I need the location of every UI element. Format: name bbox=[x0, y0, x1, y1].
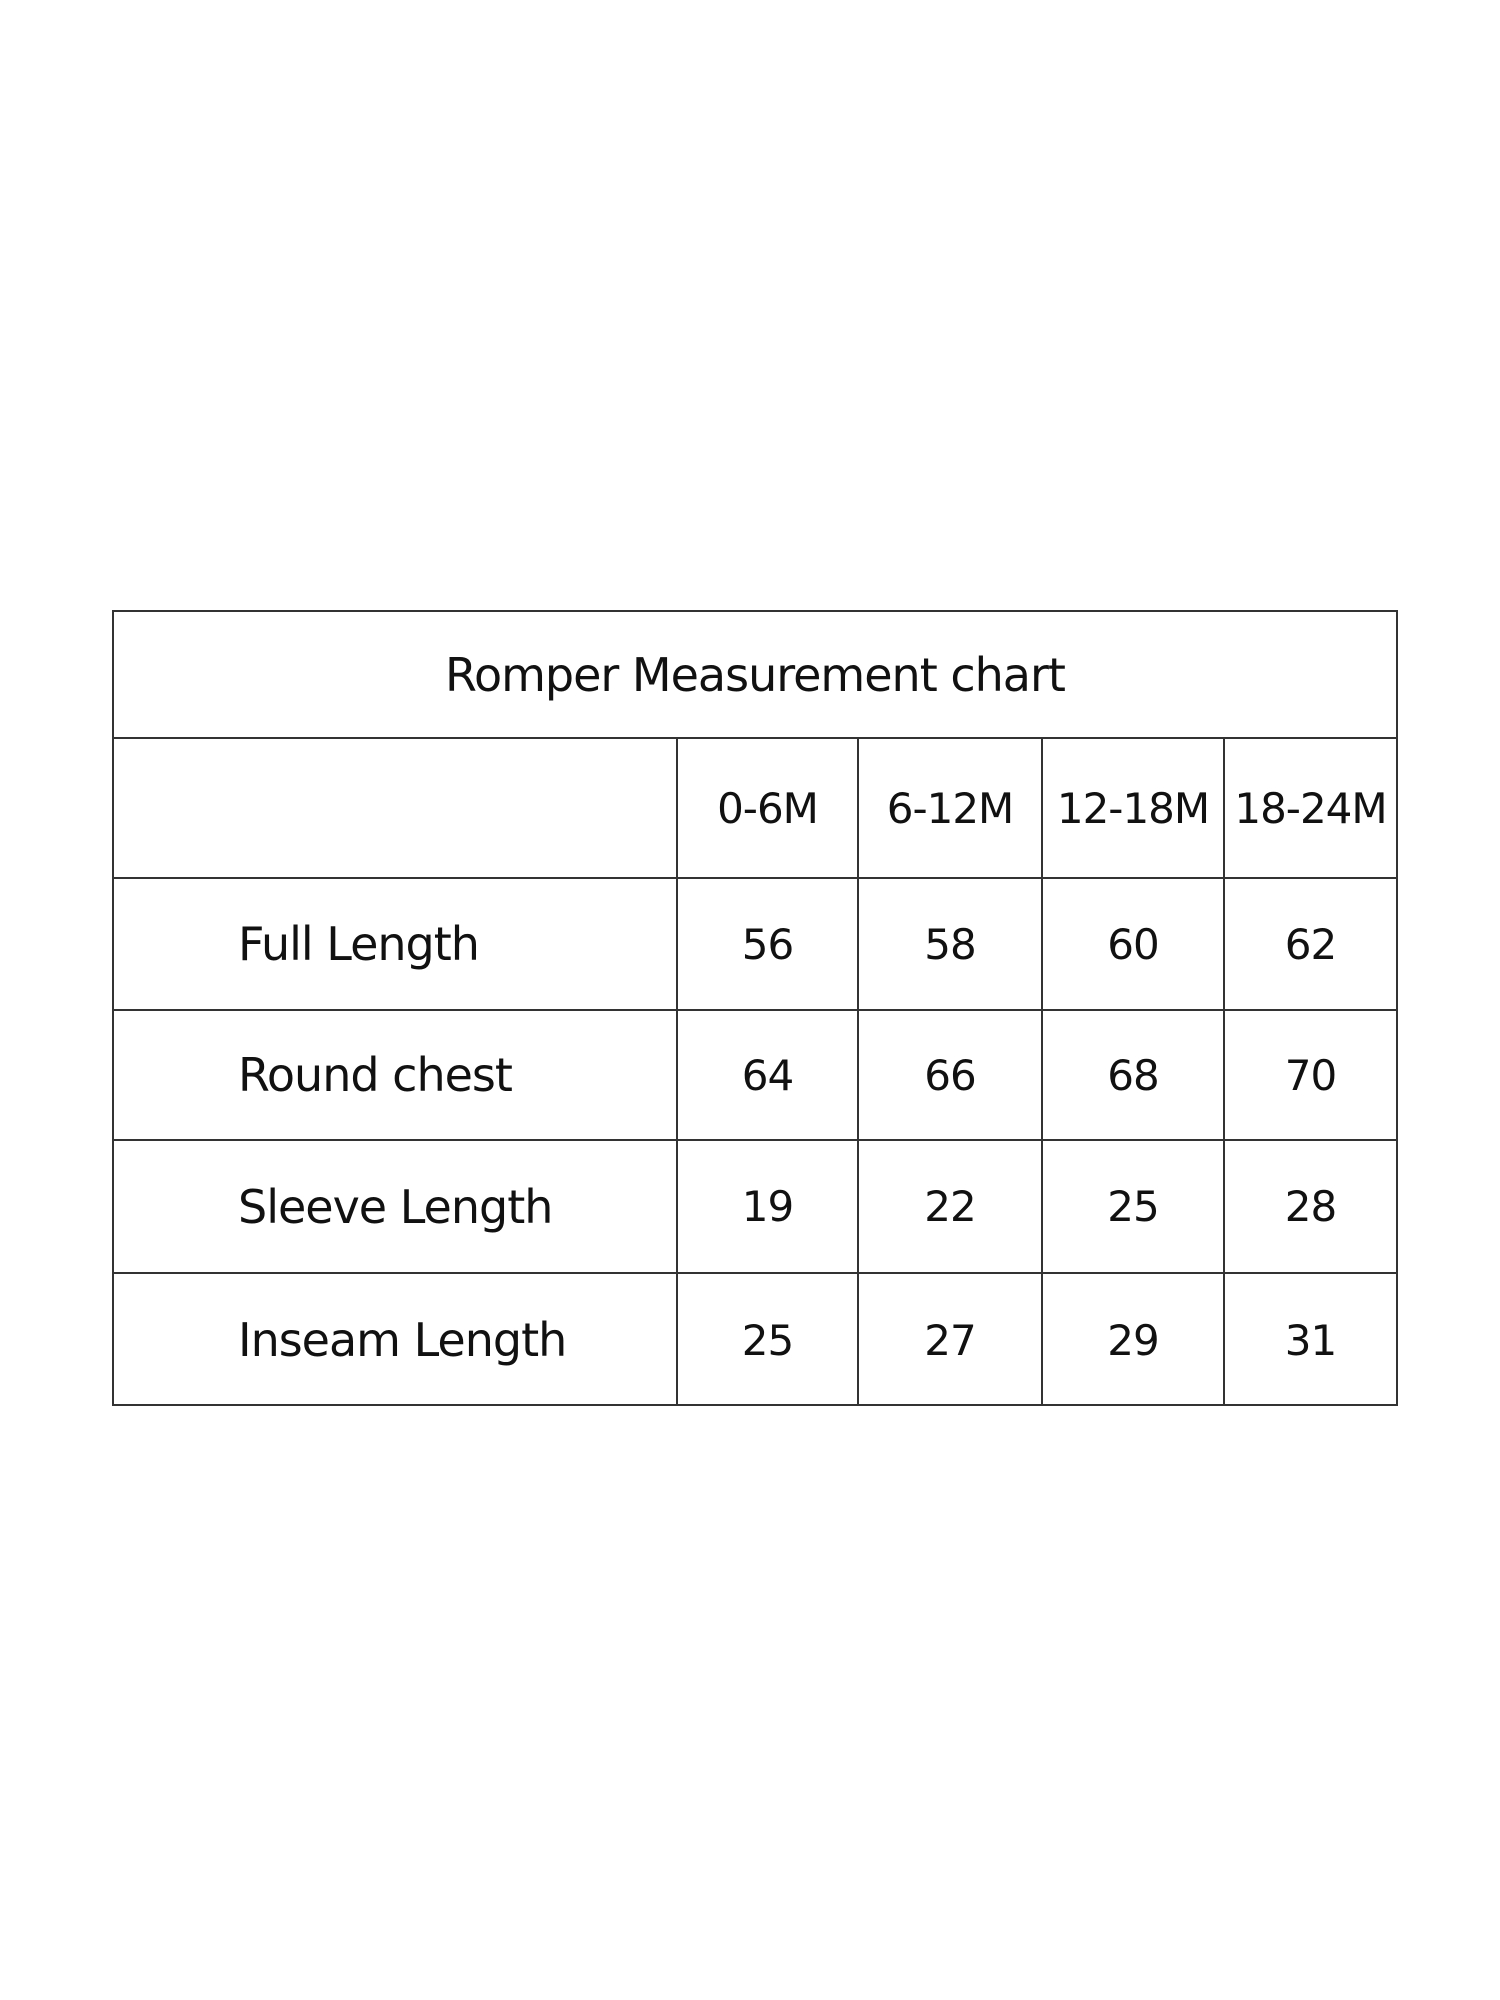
column-header: 12-18M bbox=[1041, 739, 1223, 877]
table-cell: 70 bbox=[1223, 1011, 1396, 1139]
table-row: Full Length 56 58 60 62 bbox=[114, 879, 1396, 1011]
row-label: Inseam Length bbox=[238, 1313, 567, 1367]
row-label: Round chest bbox=[238, 1048, 513, 1102]
table-cell: 28 bbox=[1223, 1141, 1396, 1272]
table-cell: 19 bbox=[676, 1141, 857, 1272]
table-cell: 22 bbox=[857, 1141, 1041, 1272]
row-label: Sleeve Length bbox=[238, 1179, 553, 1234]
table-title: Romper Measurement chart bbox=[114, 612, 1396, 739]
table-cell: 60 bbox=[1041, 879, 1223, 1009]
table-cell: 66 bbox=[857, 1011, 1041, 1139]
row-label: Full Length bbox=[238, 917, 480, 971]
table-cell: 68 bbox=[1041, 1011, 1223, 1139]
table-cell: 25 bbox=[676, 1274, 857, 1406]
table-cell: 29 bbox=[1041, 1274, 1223, 1406]
table-cell: 27 bbox=[857, 1274, 1041, 1406]
header-row: 0-6M 6-12M 12-18M 18-24M bbox=[114, 739, 1396, 879]
table-cell: 64 bbox=[676, 1011, 857, 1139]
table-cell: 25 bbox=[1041, 1141, 1223, 1272]
column-header: 18-24M bbox=[1223, 739, 1396, 877]
table-cell: 62 bbox=[1223, 879, 1396, 1009]
table-row: Round chest 64 66 68 70 bbox=[114, 1011, 1396, 1141]
column-header: 6-12M bbox=[857, 739, 1041, 877]
table-row: Inseam Length 25 27 29 31 bbox=[114, 1274, 1396, 1406]
table-cell: 31 bbox=[1223, 1274, 1396, 1406]
table-cell: 56 bbox=[676, 879, 857, 1009]
column-header: 0-6M bbox=[676, 739, 857, 877]
table-row: Sleeve Length 19 22 25 28 bbox=[114, 1141, 1396, 1274]
measurement-table: Romper Measurement chart 0-6M 6-12M 12-18M… bbox=[112, 610, 1398, 1406]
table-cell: 58 bbox=[857, 879, 1041, 1009]
